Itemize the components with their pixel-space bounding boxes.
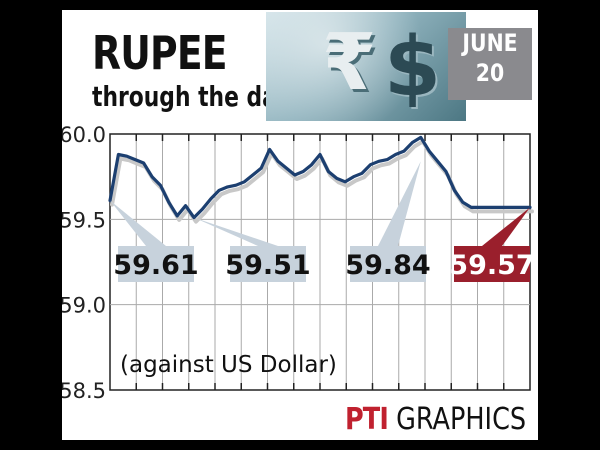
line-chart: 60.0 59.5 59.0 58.5 59.61 59.51 59.84 59.57 (aga… [62,123,535,403]
callout-box [454,246,530,282]
chart-title: RUPEE [92,26,228,80]
dollar-symbol-icon: $ [384,20,442,115]
rupee-symbol-icon: ₹ [322,18,377,108]
date-badge: JUNE 20 [448,28,532,100]
callout-pointer [110,200,166,246]
callout-box [230,246,306,282]
chart-annotation: (against US Dollar) [120,352,337,378]
series-line [108,135,532,220]
data-label: 59.51 [225,250,310,281]
date-month: JUNE [462,29,518,57]
callout-pointer [482,207,530,246]
y-tick-label: 59.5 [62,208,106,232]
data-label: 59.61 [113,250,198,281]
y-tick-label: 60.0 [62,123,106,147]
callout-pointer [194,217,278,246]
source-credit: PTI GRAPHICS [345,402,526,437]
pti-logo: PTI [344,402,389,437]
callout-box [350,246,426,282]
data-label: 59.57 [449,250,534,281]
y-tick-label: 59.0 [62,294,106,318]
graphics-label: GRAPHICS [396,402,526,437]
date-day: 20 [475,59,505,87]
infographic-card: RUPEE through the day ₹ $ JUNE 20 60.0 59… [62,10,538,440]
callout-box [118,246,194,282]
chart-subtitle: through the day [92,80,291,113]
callout-pointer [378,161,421,246]
y-tick-label: 58.5 [62,379,106,403]
currency-illustration: ₹ $ [266,12,466,121]
data-label: 59.84 [345,250,430,281]
